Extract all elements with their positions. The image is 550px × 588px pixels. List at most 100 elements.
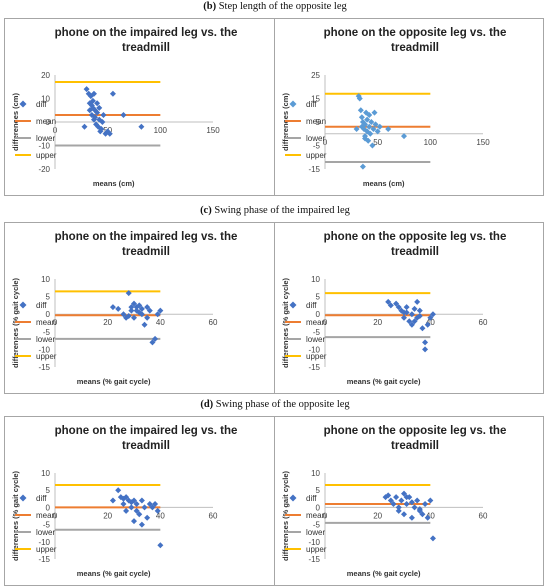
legend-label-mean: mean — [306, 511, 326, 520]
diff-point — [393, 494, 400, 501]
chart-title: phone on the opposite leg vs. the — [324, 425, 507, 437]
legend-label-upper: upper — [36, 151, 57, 160]
y-tick-label: 20 — [41, 71, 50, 80]
y-tick-label: 5 — [46, 293, 51, 302]
diff-point — [372, 121, 379, 128]
diff-point — [362, 121, 369, 128]
y-tick-label: 0 — [316, 310, 321, 319]
diff-point — [138, 521, 145, 528]
diff-point — [366, 123, 373, 130]
bland-altman-chart: phone on the opposite leg vs. the treadmi… — [281, 425, 507, 578]
diff-point — [363, 109, 370, 116]
legend-marker-diff — [289, 301, 297, 309]
chart-title: treadmill — [391, 42, 439, 54]
legend-label-mean: mean — [36, 117, 56, 126]
x-axis-label: means (cm) — [93, 179, 135, 188]
y-tick-label: 10 — [311, 469, 320, 478]
y-tick-label: 10 — [311, 275, 320, 284]
chart-title: phone on the opposite leg vs. the — [324, 231, 507, 243]
y-tick-label: -10 — [38, 538, 50, 547]
legend-marker-diff — [19, 301, 27, 309]
diff-point — [109, 304, 116, 311]
chart-title: phone on the impaired leg vs. the — [55, 231, 238, 243]
chart-title: treadmill — [391, 440, 439, 452]
x-tick-label: 20 — [373, 318, 382, 327]
diff-point — [366, 111, 373, 118]
diff-point — [414, 298, 421, 305]
x-axis-label: means (cm) — [363, 179, 405, 188]
diff-point — [123, 494, 130, 501]
diff-point — [359, 163, 366, 170]
diff-point — [120, 500, 127, 507]
diff-point — [141, 504, 148, 511]
x-axis-label: means (% gait cycle) — [77, 569, 151, 578]
diff-point — [362, 135, 369, 142]
y-tick-label: 5 — [46, 486, 51, 495]
y-tick-label: -10 — [38, 345, 50, 354]
y-tick-label: 10 — [41, 469, 50, 478]
legend-label-mean: mean — [36, 511, 56, 520]
diff-point — [100, 111, 107, 118]
chart-title: treadmill — [122, 440, 170, 452]
y-tick-label: 0 — [46, 503, 51, 512]
x-tick-label: 20 — [103, 511, 112, 520]
y-tick-label: 5 — [316, 118, 321, 127]
y-tick-label: 5 — [316, 293, 321, 302]
chart-title: treadmill — [122, 246, 170, 258]
legend-label-lower: lower — [36, 134, 55, 143]
y-tick-label: -15 — [308, 363, 320, 372]
y-tick-label: -15 — [308, 165, 320, 174]
x-axis-label: means (% gait cycle) — [347, 377, 421, 386]
diff-point — [416, 307, 423, 314]
chart-title: treadmill — [391, 246, 439, 258]
diff-point — [367, 130, 374, 137]
chart-row-d: phone on the impaired leg vs. the treadmi… — [4, 416, 544, 586]
legend-label-mean: mean — [306, 318, 326, 327]
y-tick-label: 0 — [46, 118, 51, 127]
diff-point — [369, 142, 376, 149]
diff-point — [395, 504, 402, 511]
diff-point — [371, 109, 378, 116]
diff-point — [401, 490, 407, 497]
diff-point — [376, 123, 383, 130]
legend-label-diff: diff — [306, 301, 317, 310]
diff-point — [133, 507, 140, 514]
y-tick-label: -20 — [38, 165, 50, 174]
y-tick-label: 5 — [316, 486, 321, 495]
diff-point — [131, 314, 137, 321]
legend-label-upper: upper — [36, 352, 57, 361]
diff-point — [125, 312, 132, 319]
x-tick-label: 60 — [209, 318, 218, 327]
diff-point — [419, 511, 426, 518]
diff-point — [128, 304, 135, 311]
diff-point — [131, 518, 137, 525]
diff-point — [115, 305, 122, 312]
legend-label-upper: upper — [36, 545, 57, 554]
bland-altman-chart: phone on the opposite leg vs. the treadmi… — [281, 231, 507, 386]
diff-point — [94, 100, 101, 107]
diff-point — [154, 507, 161, 514]
y-tick-label: 0 — [316, 503, 321, 512]
y-tick-label: 0 — [46, 310, 51, 319]
diff-point — [92, 114, 99, 121]
diff-point — [133, 500, 140, 507]
diff-point — [136, 302, 143, 309]
diff-point — [393, 300, 400, 307]
x-tick-label: 60 — [479, 318, 488, 327]
legend-label-diff: diff — [36, 100, 47, 109]
diff-point — [429, 311, 436, 318]
diff-point — [357, 107, 364, 114]
diff-point — [419, 325, 426, 332]
legend-label-upper: upper — [306, 545, 327, 554]
x-tick-label: 20 — [103, 318, 112, 327]
diff-point — [157, 542, 164, 549]
diff-point — [131, 300, 137, 307]
legend-label-lower: lower — [306, 528, 325, 537]
diff-point — [120, 311, 127, 318]
x-axis-label: means (% gait cycle) — [77, 377, 151, 386]
diff-point — [83, 86, 90, 93]
diff-point — [353, 126, 360, 133]
legend-label-upper: upper — [306, 151, 327, 160]
chart-panel-b-impaired: phone on the impaired leg vs. the treadmi… — [5, 19, 275, 195]
legend-label-lower: lower — [306, 134, 325, 143]
